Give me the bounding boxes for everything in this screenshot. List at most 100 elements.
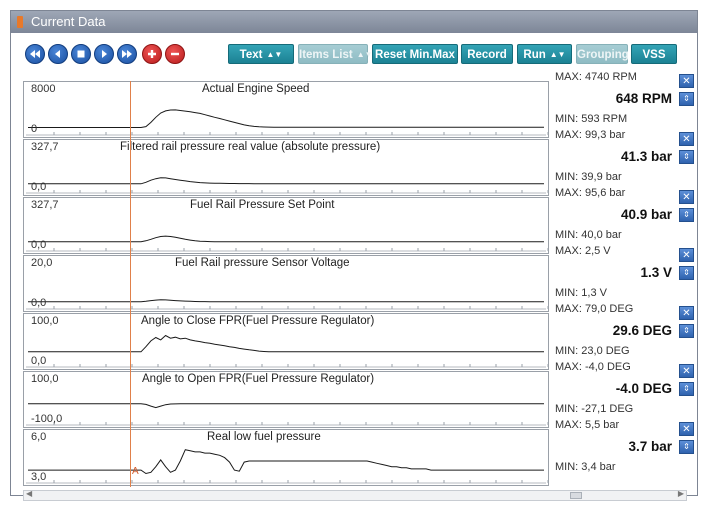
value-panel-sensor-voltage: MAX: 2,5 V 1.3 V MIN: 1,3 V ✕ ⇕: [555, 245, 699, 302]
min-value-label: MIN: -27,1 DEG: [555, 403, 634, 415]
scale-graph-button[interactable]: ⇕: [679, 324, 694, 338]
graph-title: Fuel Rail pressure Sensor Voltage: [175, 257, 350, 269]
rail-pressure-real-plot: [26, 177, 548, 194]
time-cursor[interactable]: [130, 81, 131, 487]
series-line: [28, 449, 544, 475]
run-select[interactable]: Run ▲▼: [517, 44, 572, 64]
previous-icon: [55, 50, 60, 58]
y-min-label: 0,0: [31, 355, 47, 367]
series-line: [28, 403, 544, 409]
graph-panel-rail-pressure-set-point: 327,7 0,0 Fuel Rail Pressure Set Point: [23, 197, 549, 254]
sensor-voltage-plot: [26, 299, 548, 310]
y-min-label: 0,0: [31, 181, 47, 193]
stop-icon: [77, 50, 85, 58]
graph-panel-angle-open-fpr: 100,0 -100,0 Angle to Open FPR(Fuel Pres…: [23, 371, 549, 428]
scale-graph-button[interactable]: ⇕: [679, 150, 694, 164]
max-value-label: MAX: 95,6 bar: [555, 187, 626, 199]
angle-open-fpr-plot: [26, 403, 548, 426]
text-mode-select[interactable]: Text ▲▼: [228, 44, 294, 64]
value-panel-angle-close-fpr: MAX: 79,0 DEG 29.6 DEG MIN: 23,0 DEG ✕ ⇕: [555, 303, 699, 360]
current-value: -4.0 DEG: [615, 381, 672, 396]
updown-icon: ▲▼: [266, 50, 283, 59]
min-value-label: MIN: 23,0 DEG: [555, 345, 630, 357]
chart-area: 8000 0 Actual Engine Speed 327,7 0,0 Fil…: [23, 81, 549, 487]
updown-icon: ▲▼: [549, 50, 566, 59]
reset-min-max-button[interactable]: Reset Min.Max: [372, 44, 458, 64]
scale-graph-button[interactable]: ⇕: [679, 208, 694, 222]
scale-graph-button[interactable]: ⇕: [679, 266, 694, 280]
scale-graph-button[interactable]: ⇕: [679, 382, 694, 396]
y-max-label: 100,0: [31, 315, 59, 327]
fast-forward-icon: [122, 50, 132, 58]
scroll-right-icon[interactable]: ▶: [677, 489, 684, 498]
scale-graph-button[interactable]: ⇕: [679, 440, 694, 454]
graph-panel-engine-speed: 8000 0 Actual Engine Speed: [23, 81, 549, 138]
max-value-label: MAX: 99,3 bar: [555, 129, 626, 141]
current-value: 40.9 bar: [620, 207, 672, 222]
y-max-label: 8000: [31, 83, 56, 95]
close-graph-button[interactable]: ✕: [679, 74, 694, 88]
series-line: [28, 177, 544, 185]
scroll-left-icon[interactable]: ◀: [26, 489, 33, 498]
next-button[interactable]: [94, 44, 114, 64]
items-list-label: Items List: [299, 49, 353, 61]
y-min-label: 3,0: [31, 471, 47, 483]
value-panel-angle-open-fpr: MAX: -4,0 DEG -4.0 DEG MIN: -27,1 DEG ✕ …: [555, 361, 699, 418]
series-line: [28, 334, 544, 353]
graph-title: Fuel Rail Pressure Set Point: [190, 199, 335, 211]
window-title: Current Data: [31, 14, 106, 29]
current-value: 41.3 bar: [620, 149, 672, 164]
scale-graph-button[interactable]: ⇕: [679, 92, 694, 106]
y-max-label: 100,0: [31, 373, 59, 385]
low-fuel-pressure-plot: [26, 449, 548, 484]
rewind-button[interactable]: [25, 44, 45, 64]
close-graph-button[interactable]: ✕: [679, 422, 694, 436]
close-graph-button[interactable]: ✕: [679, 248, 694, 262]
current-value: 648 RPM: [615, 91, 672, 106]
value-panel-rail-pressure-real: MAX: 99,3 bar 41.3 bar MIN: 39,9 bar ✕ ⇕: [555, 129, 699, 186]
graph-panel-rail-pressure-real: 327,7 0,0 Filtered rail pressure real va…: [23, 139, 549, 196]
current-data-window: Current Data Text ▲▼ Items List ▲▼ Rese: [10, 10, 699, 501]
scroll-thumb[interactable]: [570, 492, 582, 499]
horizontal-scrollbar[interactable]: ◀ ▶: [23, 489, 687, 501]
graph-title: Actual Engine Speed: [202, 83, 310, 95]
y-min-label: 0,0: [31, 297, 47, 309]
plus-icon: [148, 50, 156, 58]
rewind-icon: [30, 50, 40, 58]
y-min-label: -100,0: [31, 413, 63, 425]
value-panel-low-fuel-pressure: MAX: 5,5 bar 3.7 bar MIN: 3,4 bar ✕ ⇕: [555, 419, 699, 476]
record-button[interactable]: Record: [461, 44, 513, 64]
max-value-label: MAX: 4740 RPM: [555, 71, 637, 83]
series-line: [28, 109, 544, 128]
value-panel-engine-speed: MAX: 4740 RPM 648 RPM MIN: 593 RPM ✕ ⇕: [555, 71, 699, 128]
max-value-label: MAX: 5,5 bar: [555, 419, 620, 431]
close-graph-button[interactable]: ✕: [679, 132, 694, 146]
graph-title: Angle to Close FPR(Fuel Pressure Regulat…: [141, 315, 375, 327]
previous-button[interactable]: [48, 44, 68, 64]
graph-title: Real low fuel pressure: [207, 431, 321, 443]
current-value: 3.7 bar: [628, 439, 672, 454]
close-graph-button[interactable]: ✕: [679, 364, 694, 378]
engine-speed-plot: [26, 109, 548, 136]
current-value: 29.6 DEG: [612, 323, 672, 338]
close-graph-button[interactable]: ✕: [679, 190, 694, 204]
vss-button[interactable]: VSS: [631, 44, 677, 64]
y-max-label: 20,0: [31, 257, 53, 269]
y-min-label: 0: [31, 123, 38, 135]
fast-forward-button[interactable]: [117, 44, 137, 64]
items-list-select[interactable]: Items List ▲▼: [298, 44, 373, 64]
y-max-label: 6,0: [31, 431, 47, 443]
min-value-label: MIN: 1,3 V: [555, 287, 607, 299]
min-value-label: MIN: 40,0 bar: [555, 229, 622, 241]
close-graph-button[interactable]: ✕: [679, 306, 694, 320]
min-value-label: MIN: 3,4 bar: [555, 461, 616, 473]
zoom-in-button[interactable]: [142, 44, 162, 64]
zoom-out-button[interactable]: [165, 44, 185, 64]
updown-icon: ▲▼: [356, 50, 373, 59]
toolbar: Text ▲▼ Items List ▲▼ Reset Min.Max Record…: [11, 33, 697, 69]
grouping-button[interactable]: Grouping: [576, 44, 629, 64]
stop-button[interactable]: [71, 44, 91, 64]
rail-pressure-set-point-plot: [26, 235, 548, 252]
minus-icon: [171, 52, 179, 56]
graph-panel-low-fuel-pressure: 6,0 3,0 Real low fuel pressure: [23, 429, 549, 486]
